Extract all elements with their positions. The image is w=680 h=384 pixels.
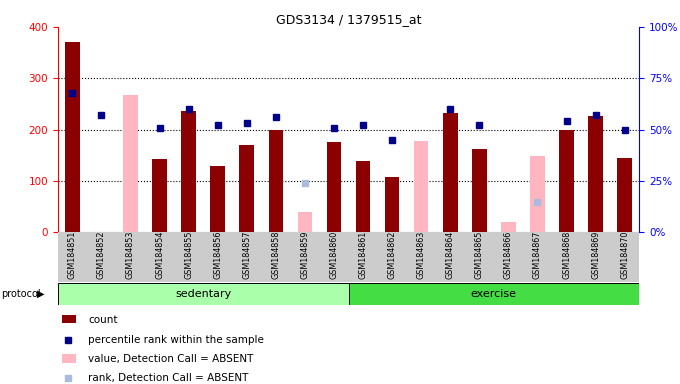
Bar — [414, 141, 428, 232]
Bar — [348, 283, 639, 305]
Text: percentile rank within the sample: percentile rank within the sample — [88, 335, 265, 345]
Bar — [62, 315, 75, 323]
Bar — [58, 283, 348, 305]
Bar — [298, 212, 312, 232]
Bar — [65, 42, 80, 232]
Text: ▶: ▶ — [37, 289, 45, 299]
Text: value, Detection Call = ABSENT: value, Detection Call = ABSENT — [88, 354, 254, 364]
Text: rank, Detection Call = ABSENT: rank, Detection Call = ABSENT — [88, 373, 249, 383]
Bar — [443, 113, 458, 232]
Bar — [239, 145, 254, 232]
Bar — [617, 158, 632, 232]
Bar — [472, 149, 487, 232]
Bar — [123, 95, 138, 232]
Bar — [501, 222, 515, 232]
Text: sedentary: sedentary — [175, 289, 231, 299]
Bar — [559, 129, 574, 232]
Bar — [326, 142, 341, 232]
Bar — [269, 129, 283, 232]
Text: exercise: exercise — [471, 289, 517, 299]
Bar — [588, 116, 603, 232]
Bar — [385, 177, 399, 232]
Text: protocol: protocol — [1, 289, 41, 299]
Text: count: count — [88, 315, 118, 325]
Bar — [182, 111, 196, 232]
Bar — [530, 156, 545, 232]
Bar — [152, 159, 167, 232]
Bar — [210, 166, 225, 232]
Bar — [356, 161, 371, 232]
Bar — [62, 354, 75, 363]
Title: GDS3134 / 1379515_at: GDS3134 / 1379515_at — [276, 13, 421, 26]
